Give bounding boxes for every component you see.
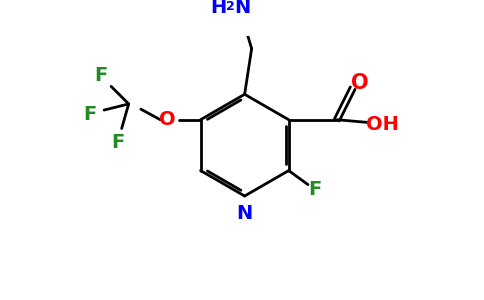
Text: F: F: [111, 133, 125, 152]
Text: OH: OH: [366, 115, 399, 134]
Text: O: O: [351, 73, 368, 93]
Text: 2: 2: [226, 0, 235, 13]
Text: F: F: [83, 105, 97, 124]
Text: O: O: [159, 110, 176, 129]
Text: F: F: [308, 180, 321, 200]
Text: H: H: [210, 0, 226, 17]
Text: F: F: [94, 66, 107, 85]
Text: N: N: [234, 0, 250, 17]
Text: N: N: [237, 204, 253, 223]
